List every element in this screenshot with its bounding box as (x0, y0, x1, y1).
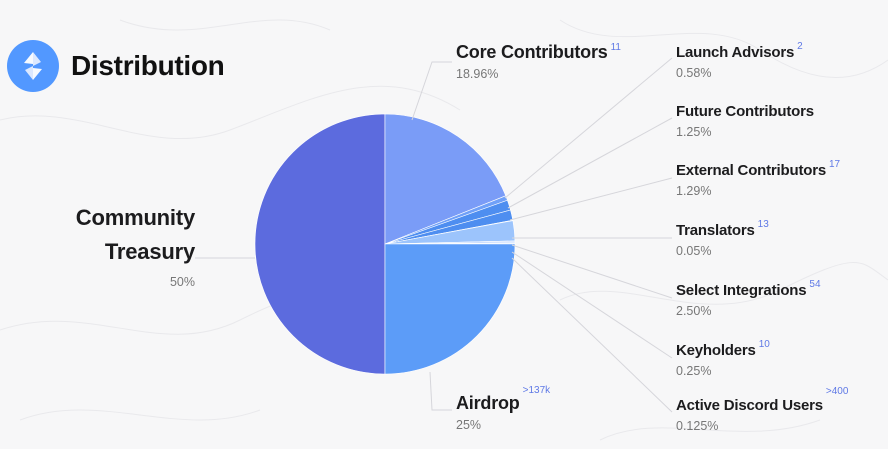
label-percent: 1.29% (676, 184, 712, 198)
pie-slice-core-contributors (384, 113, 507, 245)
label-name: Future Contributors (676, 103, 814, 120)
label-count: 10 (758, 339, 770, 350)
label-percent: 2.50% (676, 304, 712, 318)
label-percent: 1.25% (676, 125, 712, 139)
header: Distribution (7, 40, 225, 92)
leader-line (504, 57, 673, 199)
page-title: Distribution (71, 50, 225, 81)
label-airdrop: Airdrop>137k 25% (456, 385, 550, 432)
label-percent: 0.05% (676, 244, 712, 258)
label-count: >137k (522, 385, 551, 396)
label-name: Airdrop (456, 393, 520, 413)
label-count: 2 (797, 41, 803, 52)
label-count: >400 (825, 386, 849, 397)
label-name: Community (75, 205, 195, 230)
label-name: Treasury (104, 239, 195, 264)
label-count: 17 (828, 159, 841, 170)
pie-slice-community-treasury (254, 113, 386, 375)
label-name: Select Integrations (676, 282, 807, 299)
label-external-contributors: External Contributors 17 1.29% (676, 159, 841, 198)
label-percent: 18.96% (456, 67, 499, 81)
label-name: Keyholders (676, 342, 756, 359)
label-translators: Translators 13 0.05% (676, 219, 769, 258)
label-name: Core Contributors (456, 42, 608, 62)
pie-slice-airdrop (384, 243, 516, 375)
label-percent: 0.58% (676, 66, 712, 80)
leader-line (507, 117, 673, 209)
label-count: 11 (610, 42, 621, 53)
label-percent: 25% (456, 418, 482, 432)
label-future-contributors: Future Contributors 1.25% (676, 103, 814, 139)
label-core-contributors: Core Contributors 11 18.96% (456, 42, 621, 81)
leader-line (511, 257, 673, 413)
label-active-discord-users: Active Discord Users>400 0.125% (676, 386, 848, 433)
leader-line (511, 251, 673, 359)
label-percent: 0.25% (676, 364, 712, 378)
leader-line (429, 371, 452, 411)
label-percent: 0.125% (676, 419, 719, 433)
ens-logo-icon (7, 40, 59, 92)
label-community-treasury: Community Treasury 50% (40, 201, 195, 289)
label-count: 54 (809, 279, 821, 290)
label-percent: 50% (169, 275, 195, 289)
label-keyholders: Keyholders 10 0.25% (676, 339, 770, 378)
label-name: Translators (676, 222, 755, 239)
leader-line (509, 177, 673, 221)
label-name: External Contributors (676, 162, 826, 179)
leader-line (411, 61, 452, 121)
label-launch-advisors: Launch Advisors 2 0.58% (676, 41, 803, 80)
label-select-integrations: Select Integrations 54 2.50% (676, 279, 821, 318)
label-name: Active Discord Users (676, 397, 823, 414)
label-count: 13 (757, 219, 769, 230)
label-name: Launch Advisors (676, 44, 795, 61)
leader-line (511, 244, 673, 299)
